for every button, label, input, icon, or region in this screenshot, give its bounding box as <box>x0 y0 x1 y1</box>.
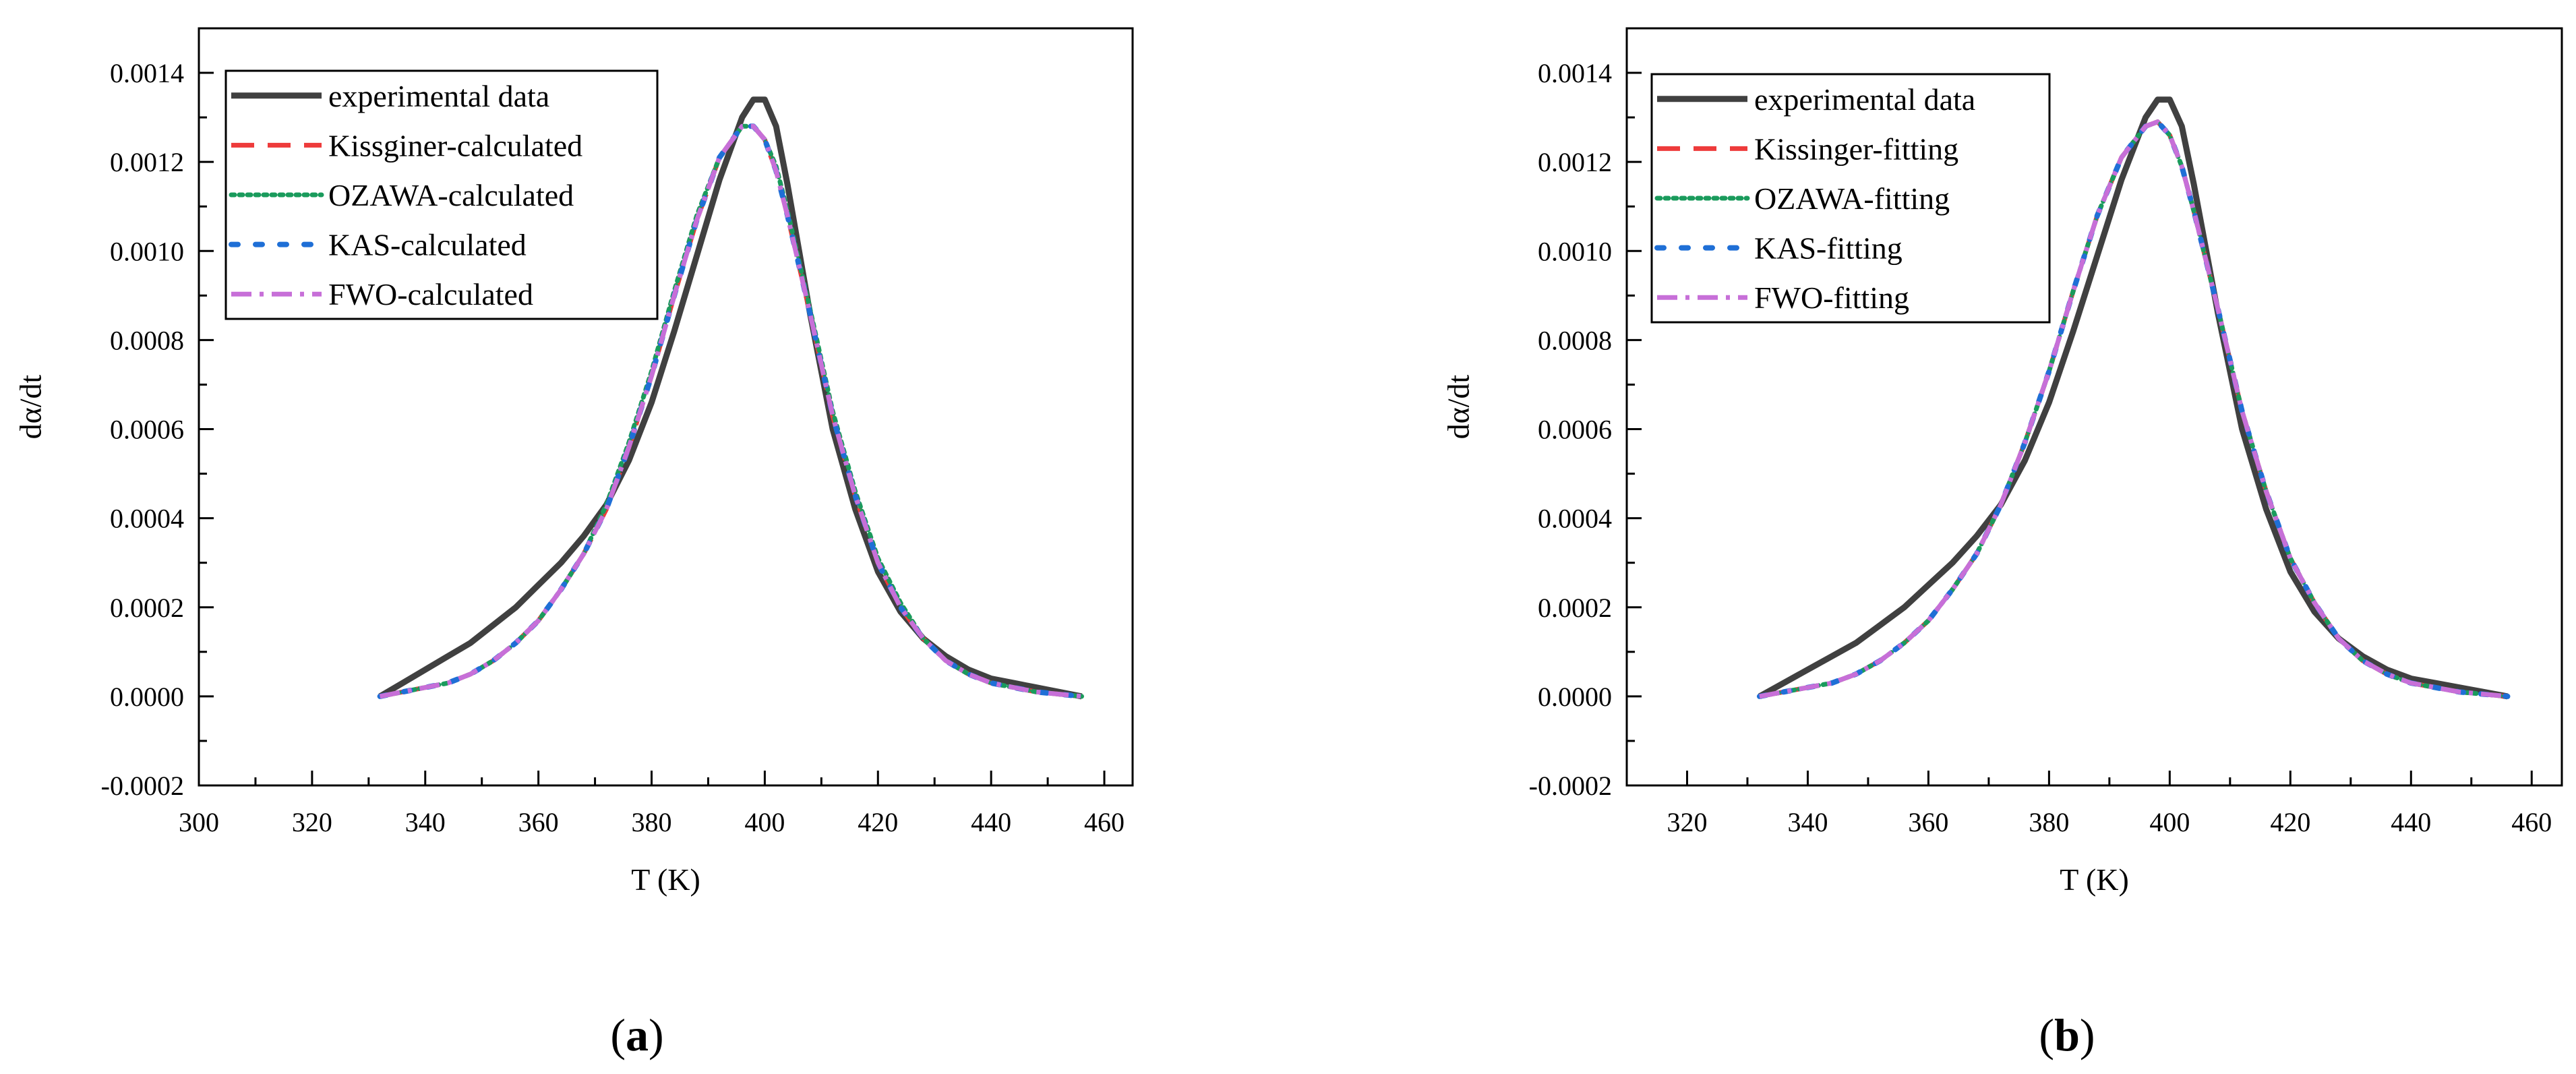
x-tick-label: 460 <box>2511 807 2552 837</box>
y-tick-label: 0.0012 <box>1538 147 1612 177</box>
legend-entry: Kissginer-calculated <box>328 128 582 162</box>
y-tick-label: 0.0002 <box>110 593 184 623</box>
y-tick-label: 0.0014 <box>1538 58 1612 88</box>
x-tick-label: 340 <box>405 807 446 837</box>
legend-entry: experimental data <box>1754 82 1975 117</box>
legend-entry: KAS-calculated <box>328 228 527 262</box>
series-line <box>378 96 1083 700</box>
x-tick-label: 440 <box>2391 807 2431 837</box>
panel-label: (a) <box>610 1009 663 1061</box>
series-line <box>1758 96 2509 700</box>
x-tick-label: 460 <box>1084 807 1125 837</box>
panel-letter: a <box>626 1009 649 1061</box>
x-tick-label: 380 <box>2029 807 2069 837</box>
y-tick-label: 0.0000 <box>1538 682 1612 712</box>
series-line <box>377 123 1085 699</box>
x-tick-label: 420 <box>858 807 898 837</box>
y-tick-label: 0.0000 <box>110 682 184 712</box>
y-tick-label: 0.0004 <box>110 504 184 534</box>
series-line <box>379 123 1082 699</box>
y-tick-label: 0.0002 <box>1538 593 1612 623</box>
legend-entry: experimental data <box>328 79 549 113</box>
plot-frame <box>1625 27 2563 787</box>
x-tick-label: 300 <box>179 807 219 837</box>
legend: experimental data Kissginer-calculated OZA… <box>224 69 659 320</box>
legend-entry: OZAWA-fitting <box>1754 181 1950 216</box>
plot-frame <box>198 27 1134 787</box>
y-tick-label: -0.0002 <box>1529 771 1612 801</box>
y-tick-label: 0.0010 <box>1538 236 1612 266</box>
x-tick-label: 340 <box>1787 807 1828 837</box>
y-tick-label: 0.0010 <box>110 236 184 266</box>
y-tick-label: 0.0008 <box>110 325 184 355</box>
y-tick-label: 0.0008 <box>1538 325 1612 355</box>
x-tick-label: 320 <box>1667 807 1707 837</box>
x-tick-label: 400 <box>2149 807 2190 837</box>
legend: experimental data Kissinger-fitting OZAWA-… <box>1650 73 2051 324</box>
x-tick-label: 360 <box>518 807 559 837</box>
y-tick-label: 0.0006 <box>1538 415 1612 445</box>
legend-entry: FWO-calculated <box>328 277 533 311</box>
series-line <box>1759 119 2508 699</box>
legend-entry: KAS-fitting <box>1754 231 1903 266</box>
x-tick-label: 440 <box>971 807 1011 837</box>
y-axis-label: dα/dt <box>13 374 48 439</box>
x-tick-label: 420 <box>2270 807 2310 837</box>
y-tick-label: 0.0006 <box>110 415 184 445</box>
x-axis-label: T (K) <box>2060 862 2129 897</box>
y-axis-label: dα/dt <box>1441 374 1476 439</box>
y-tick-label: -0.0002 <box>101 771 184 801</box>
y-tick-label: 0.0012 <box>110 147 184 177</box>
legend-entry: FWO-fitting <box>1754 280 1909 315</box>
x-axis-label: T (K) <box>631 862 700 897</box>
x-tick-label: 360 <box>1908 807 1948 837</box>
panel-label: (b) <box>2039 1009 2095 1061</box>
legend-entry: OZAWA-calculated <box>328 178 574 212</box>
panel-a: 300 320 340 360 380 400 420 440 460 -0.0002 0.0000… <box>13 27 1134 1061</box>
x-tick-label: 380 <box>632 807 672 837</box>
x-tick-label: 320 <box>292 807 332 837</box>
y-tick-label: 0.0004 <box>1538 504 1612 534</box>
y-tick-label: 0.0014 <box>110 58 184 88</box>
panel-b: 320 340 360 380 400 420 440 460 -0.0002 0.0000 0.0… <box>1441 27 2563 1061</box>
panel-letter: b <box>2054 1009 2080 1061</box>
x-tick-label: 400 <box>744 807 785 837</box>
legend-entry: Kissinger-fitting <box>1754 131 1958 166</box>
